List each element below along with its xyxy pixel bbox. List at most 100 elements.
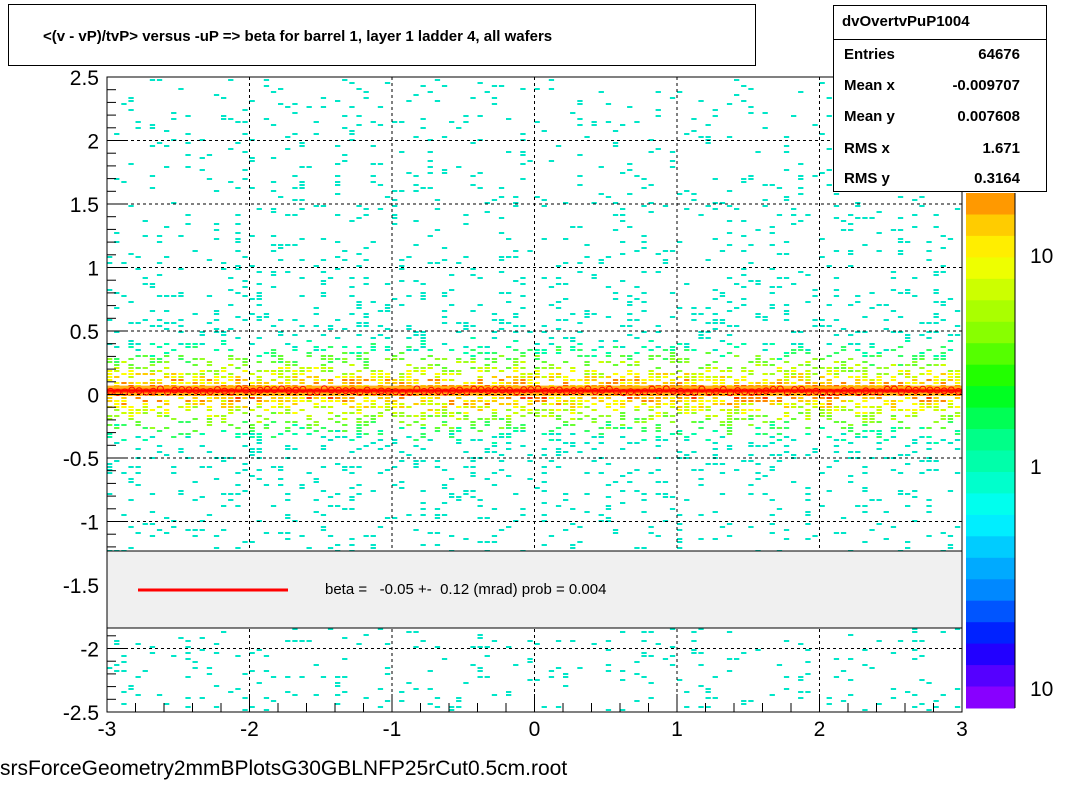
heatmap-cell	[171, 526, 177, 528]
heatmap-cell	[798, 643, 804, 645]
heatmap-cell	[477, 499, 483, 501]
heatmap-cell	[812, 124, 818, 126]
heatmap-cell	[605, 520, 612, 522]
heatmap-cell	[242, 379, 248, 381]
profile-point	[228, 388, 236, 396]
heatmap-cell	[335, 397, 341, 399]
heatmap-cell	[413, 220, 419, 222]
heatmap-cell	[684, 400, 690, 402]
heatmap-cell	[919, 403, 925, 405]
heatmap-cell	[677, 430, 683, 432]
heatmap-cell	[377, 439, 384, 441]
heatmap-cell	[427, 172, 433, 174]
heatmap-cell	[684, 343, 690, 345]
heatmap-cell	[712, 442, 718, 444]
profile-point	[755, 388, 763, 396]
heatmap-cell	[142, 373, 148, 375]
heatmap-cell	[762, 445, 768, 447]
profile-point	[919, 385, 927, 393]
heatmap-cell	[719, 355, 726, 357]
heatmap-cell	[655, 439, 661, 441]
heatmap-cell	[456, 427, 462, 429]
heatmap-cell	[905, 241, 911, 243]
heatmap-cell	[235, 433, 241, 435]
heatmap-cell	[242, 151, 248, 153]
heatmap-cell	[370, 418, 376, 420]
heatmap-cell	[292, 187, 298, 189]
heatmap-cell	[449, 403, 455, 405]
heatmap-cell	[726, 301, 733, 303]
y-tick-label: 1.5	[70, 194, 99, 217]
heatmap-cell	[185, 133, 191, 135]
heatmap-cell	[862, 709, 868, 711]
heatmap-cell	[926, 499, 932, 501]
heatmap-cell	[741, 370, 747, 372]
heatmap-cell	[335, 430, 341, 432]
heatmap-cell	[164, 517, 170, 519]
heatmap-cell	[869, 292, 875, 294]
heatmap-cell	[705, 688, 711, 690]
heatmap-cell	[192, 364, 198, 366]
heatmap-cell	[570, 313, 576, 315]
heatmap-cell	[933, 214, 939, 216]
heatmap-cell	[848, 367, 854, 369]
heatmap-cell	[256, 442, 262, 444]
heatmap-cell	[242, 169, 248, 171]
stats-label: RMS y	[844, 170, 890, 187]
x-tick-labels: -3 -2 -1 0 1 2 3	[98, 718, 968, 741]
heatmap-cell	[278, 361, 284, 363]
heatmap-cell	[164, 226, 170, 228]
heatmap-cell	[235, 232, 241, 234]
heatmap-cell	[577, 418, 583, 420]
heatmap-cell	[805, 214, 811, 216]
heatmap-cell	[840, 439, 847, 441]
heatmap-cell	[128, 97, 134, 99]
heatmap-cell	[221, 400, 227, 402]
heatmap-cell	[705, 136, 711, 138]
heatmap-cell	[192, 406, 198, 408]
heatmap-cell	[762, 493, 768, 495]
heatmap-cell	[434, 382, 441, 384]
heatmap-cell	[449, 412, 455, 414]
heatmap-cell	[107, 493, 113, 495]
heatmap-cell	[441, 169, 448, 171]
heatmap-cell	[313, 313, 319, 315]
heatmap-cell	[449, 349, 455, 351]
heatmap-cell	[612, 409, 619, 411]
heatmap-cell	[598, 514, 604, 516]
heatmap-cell	[399, 421, 405, 423]
heatmap-cell	[755, 364, 761, 366]
heatmap-cell	[541, 376, 547, 378]
heatmap-cell	[741, 403, 747, 405]
heatmap-cell	[107, 379, 113, 381]
heatmap-cell	[669, 358, 676, 360]
heatmap-cell	[897, 241, 904, 243]
heatmap-cell	[349, 538, 355, 540]
heatmap-cell	[520, 361, 526, 363]
heatmap-cell	[541, 409, 547, 411]
heatmap-cell	[612, 202, 619, 204]
heatmap-cell	[420, 514, 426, 516]
heatmap-cell	[719, 202, 726, 204]
heatmap-cell	[263, 313, 270, 315]
heatmap-cell	[684, 379, 690, 381]
heatmap-cell	[456, 370, 462, 372]
heatmap-cell	[384, 304, 391, 306]
heatmap-cell	[912, 361, 918, 363]
heatmap-cell	[363, 397, 369, 399]
heatmap-cell	[228, 148, 234, 150]
heatmap-cell	[612, 346, 619, 348]
heatmap-cell	[783, 529, 790, 531]
heatmap-cell	[335, 175, 341, 177]
heatmap-cell	[164, 415, 170, 417]
heatmap-cell	[135, 382, 141, 384]
heatmap-cell	[242, 295, 248, 297]
heatmap-cell	[577, 226, 583, 228]
heatmap-cell	[356, 406, 362, 408]
heatmap-cell	[648, 211, 654, 213]
heatmap-cell	[292, 397, 298, 399]
heatmap-cell	[335, 256, 341, 258]
heatmap-cell	[121, 691, 127, 693]
heatmap-cell	[634, 406, 640, 408]
heatmap-cell	[833, 295, 840, 297]
